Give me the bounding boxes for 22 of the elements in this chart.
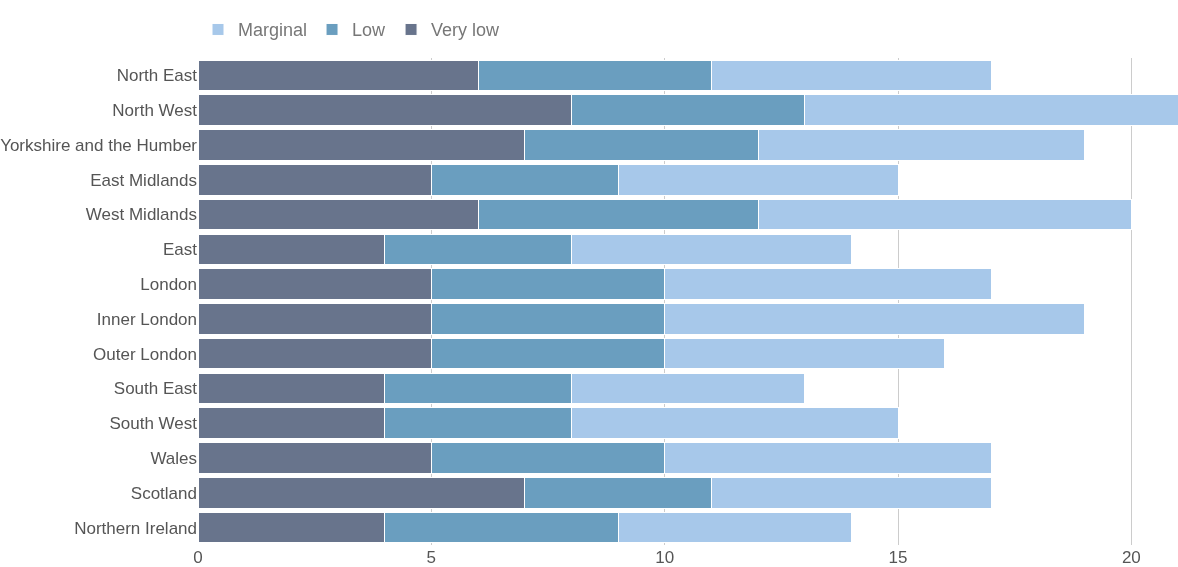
legend-label: Low xyxy=(352,20,387,41)
y-tick-label: North East xyxy=(116,66,198,86)
legend-label: Very low xyxy=(431,20,501,41)
y-tick-label: Yorkshire and the Humber xyxy=(0,135,198,155)
y-tick-label: South East xyxy=(113,379,198,399)
x-tick-label: 20 xyxy=(1121,548,1141,567)
y-tick-label: North West xyxy=(112,101,198,121)
y-tick-label: Wales xyxy=(150,448,197,468)
y-tick-label: Scotland xyxy=(130,483,197,503)
x-tick-label: 10 xyxy=(655,548,675,567)
legend-label: Marginal xyxy=(238,20,308,41)
x-tick-label: 0 xyxy=(193,548,203,567)
y-tick-label: East xyxy=(162,240,198,260)
x-tick-label: 15 xyxy=(888,548,908,567)
y-tick-label: Inner London xyxy=(96,309,197,329)
y-tick-label: Northern Ireland xyxy=(74,518,197,538)
y-tick-label: South West xyxy=(109,414,198,434)
y-tick-label: West Midlands xyxy=(85,205,197,225)
y-tick-label: London xyxy=(140,275,197,295)
y-tick-label: East Midlands xyxy=(90,170,197,190)
y-tick-label: Outer London xyxy=(93,344,197,364)
x-tick-label: 5 xyxy=(426,548,437,567)
